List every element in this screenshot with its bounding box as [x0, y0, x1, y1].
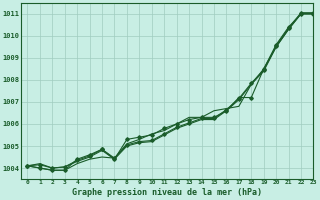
X-axis label: Graphe pression niveau de la mer (hPa): Graphe pression niveau de la mer (hPa) — [72, 188, 262, 197]
